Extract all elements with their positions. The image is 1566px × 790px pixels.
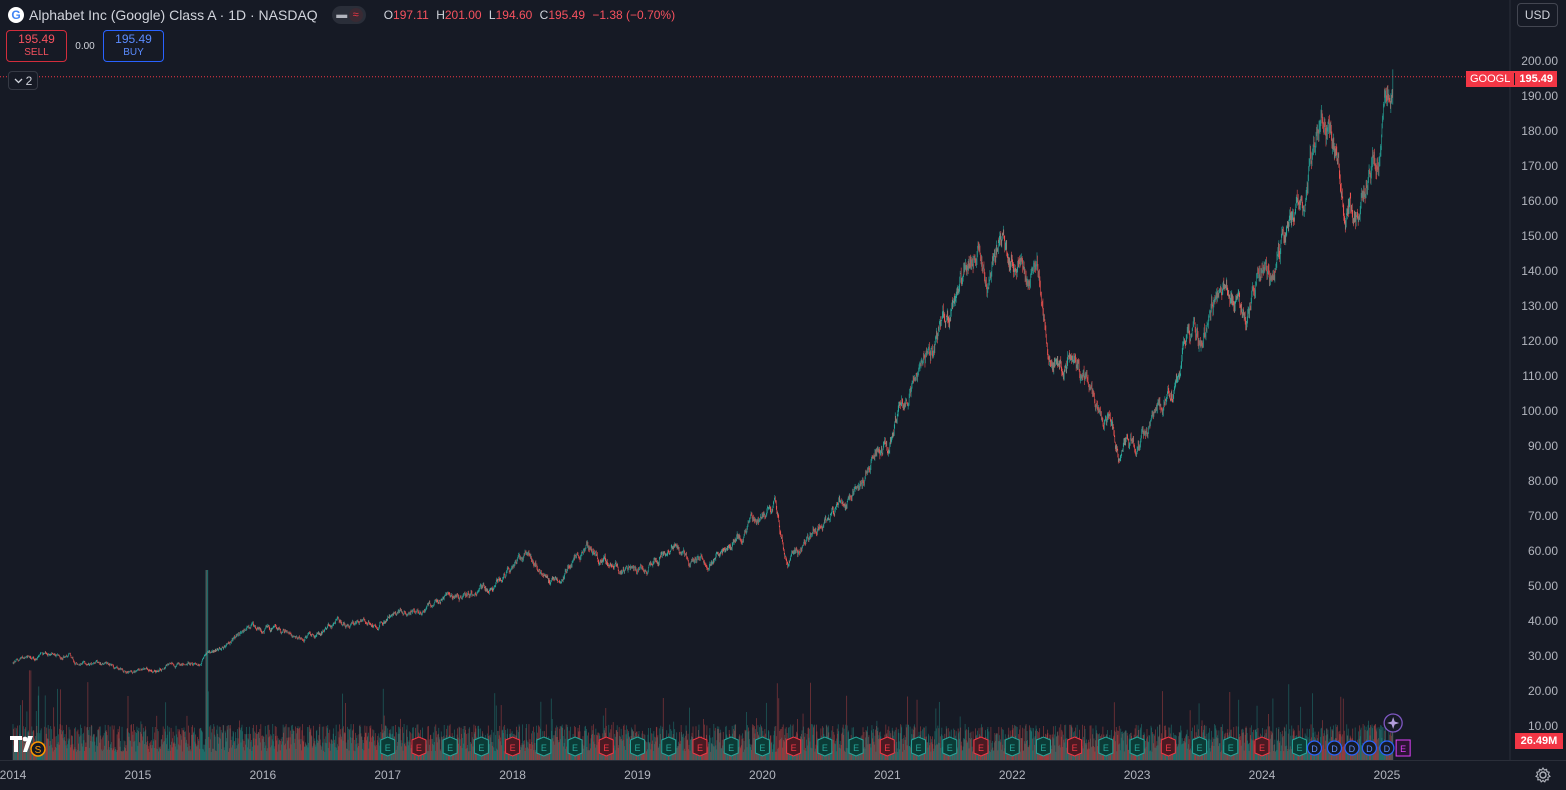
volume-bars [12,570,1394,760]
price-candles [12,69,1394,675]
